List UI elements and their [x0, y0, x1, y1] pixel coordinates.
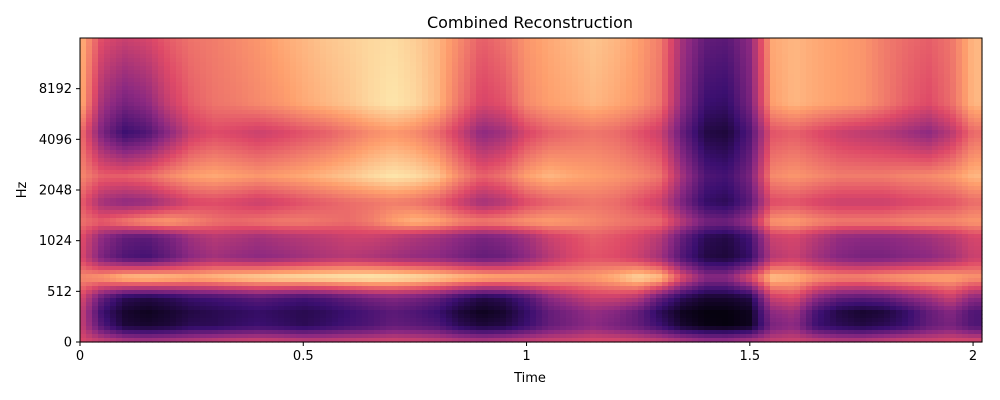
- x-axis-label: Time: [513, 371, 546, 386]
- heatmap: [80, 38, 983, 343]
- x-tick-label: 1: [522, 349, 530, 364]
- x-tick-label: 2: [969, 349, 977, 364]
- y-tick-label: 512: [47, 285, 72, 300]
- y-tick-label: 1024: [39, 234, 72, 249]
- y-tick-label: 8192: [39, 82, 72, 97]
- x-axis: 0 0.5 1 1.5 2: [76, 342, 977, 364]
- x-tick-label: 0.5: [293, 349, 314, 364]
- x-tick-label: 1.5: [739, 349, 760, 364]
- y-tick-label: 0: [64, 336, 72, 351]
- y-axis-label: Hz: [15, 182, 30, 199]
- chart-title: Combined Reconstruction: [427, 13, 633, 32]
- y-tick-label: 4096: [39, 133, 72, 148]
- y-tick-label: 2048: [39, 184, 72, 199]
- x-tick-label: 0: [76, 349, 84, 364]
- y-axis: 0 512 1024 2048 4096 8192: [39, 82, 80, 351]
